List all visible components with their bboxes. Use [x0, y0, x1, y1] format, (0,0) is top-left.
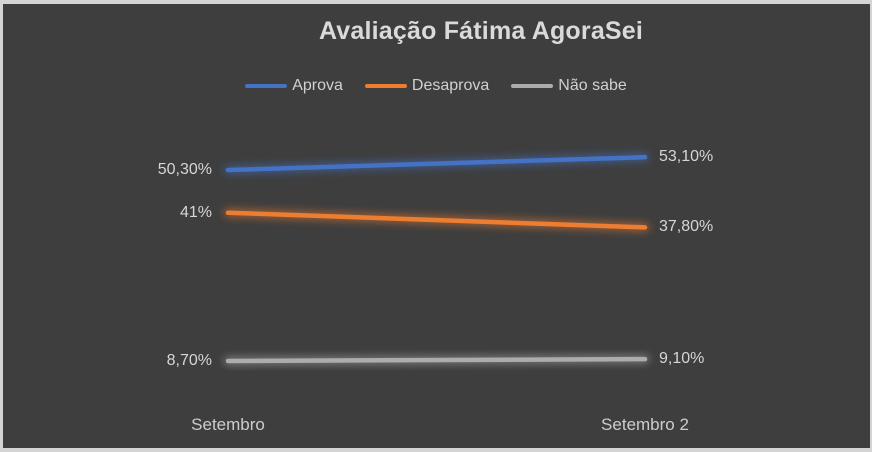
legend-item-n-o-sabe[interactable]: Não sabe — [511, 77, 627, 95]
data-label-aprova-setembro-2: 53,10% — [659, 148, 714, 166]
series-line-n-o-sabe[interactable] — [225, 356, 648, 364]
data-label-n-o-sabe-setembro: 8,70% — [166, 352, 212, 369]
series-line-desaprova[interactable] — [225, 210, 648, 230]
legend-swatch-desaprova — [364, 83, 407, 89]
x-axis-label-setembro-2: Setembro 2 — [601, 415, 689, 434]
legend-label-aprova: Aprova — [292, 77, 343, 94]
data-label-n-o-sabe-setembro-2: 9,10% — [659, 350, 705, 368]
legend-label-n-o-sabe: Não sabe — [558, 77, 627, 94]
legend-label-desaprova: Desaprova — [411, 77, 490, 94]
data-label-desaprova-setembro: 41% — [179, 203, 212, 221]
chart-title: Avaliação Fátima AgoraSei — [318, 17, 644, 45]
legend-swatch-aprova — [245, 83, 288, 89]
data-label-aprova-setembro: 50,30% — [157, 161, 212, 178]
series-line-aprova[interactable] — [225, 154, 648, 173]
x-axis-label-setembro: Setembro — [191, 415, 265, 434]
data-label-desaprova-setembro-2: 37,80% — [659, 218, 714, 236]
legend-swatch-n-o-sabe — [511, 83, 554, 89]
legend-item-aprova[interactable]: Aprova — [245, 77, 343, 95]
legend-item-desaprova[interactable]: Desaprova — [364, 77, 490, 95]
chart-legend: Aprova Desaprova Não sabe — [3, 77, 870, 95]
